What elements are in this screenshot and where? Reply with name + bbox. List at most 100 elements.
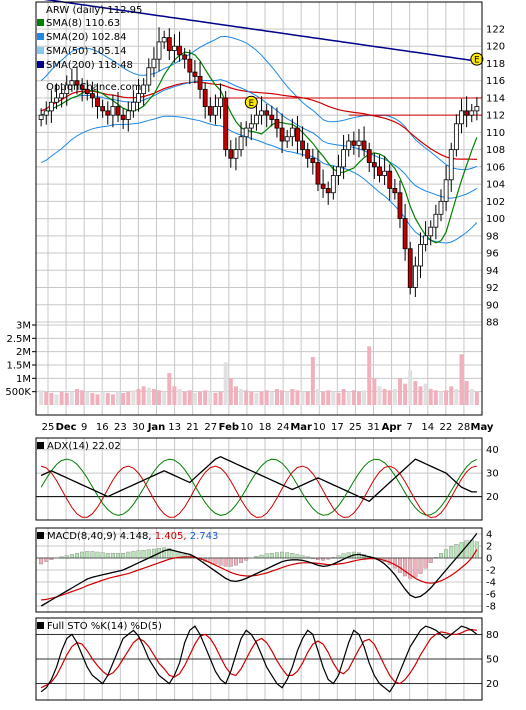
- macd-histogram-bar: [300, 555, 305, 559]
- volume-bar: [126, 391, 131, 405]
- volume-bar: [69, 391, 74, 405]
- price-tick-label: 92: [486, 283, 499, 294]
- candle-body: [346, 140, 352, 151]
- candle-body: [79, 84, 85, 90]
- candle-body: [187, 58, 193, 73]
- sma8-line: [40, 51, 478, 244]
- volume-bar: [233, 386, 238, 405]
- volume-bar: [449, 386, 454, 405]
- volume-bar: [341, 389, 346, 405]
- volume-bar: [182, 391, 187, 405]
- volume-bar: [172, 386, 177, 405]
- candle-body: [54, 97, 59, 103]
- candle-body: [64, 84, 70, 95]
- indicator-tick-label: 50: [486, 655, 499, 666]
- candle-body: [228, 149, 234, 159]
- date-label: 18: [259, 422, 272, 433]
- volume-bar: [239, 389, 244, 405]
- volume-bar: [469, 389, 474, 405]
- volume-bar: [310, 357, 315, 405]
- volume-bar: [351, 390, 356, 405]
- macd-histogram-bar: [392, 557, 397, 569]
- macd-histogram-bar: [136, 550, 141, 559]
- volume-bar: [187, 390, 192, 405]
- volume-bar: [203, 390, 208, 405]
- macd-histogram-bar: [126, 551, 131, 559]
- adx-frame: [35, 437, 483, 521]
- candle-body: [300, 140, 305, 151]
- macd-histogram-bar: [341, 553, 346, 559]
- candle-body: [182, 54, 188, 60]
- date-label: 28: [458, 422, 471, 433]
- macd-histogram-bar: [110, 553, 115, 559]
- volume-bar: [167, 373, 172, 405]
- volume-bar: [274, 389, 279, 405]
- macd-histogram-bar: [233, 557, 238, 566]
- macd-histogram-bar: [64, 555, 69, 559]
- volume-bar: [100, 391, 105, 405]
- lower-band: [40, 115, 478, 244]
- candle-body: [407, 248, 413, 288]
- candle-body: [233, 149, 239, 159]
- candle-body: [269, 114, 275, 120]
- minus-di-line: [40, 465, 478, 519]
- sma200-label: SMA(200) 118.48: [46, 60, 133, 71]
- volume-bar: [116, 391, 121, 405]
- volume-bar: [428, 389, 433, 405]
- date-label: 21: [186, 422, 199, 433]
- macd-histogram-bar: [39, 557, 44, 565]
- candle-body: [89, 93, 95, 99]
- volume-bar: [146, 387, 151, 405]
- volume-bar: [95, 394, 100, 405]
- volume-axis: 500K 1M 1.5M 2M 2.5M 3M: [5, 321, 31, 399]
- volume-bar: [362, 390, 367, 405]
- date-label: Apr: [382, 422, 402, 433]
- indicator-tick-label: -4: [486, 578, 496, 589]
- macd-histogram-bar: [172, 550, 177, 559]
- macd-histogram-bar: [423, 557, 428, 569]
- macd-histogram-bar: [75, 553, 79, 559]
- candle-body: [213, 106, 218, 116]
- sma20-line: [40, 79, 478, 199]
- volume-tick-label: 2M: [16, 347, 31, 358]
- candle-body: [295, 127, 300, 142]
- candle-body: [38, 114, 44, 120]
- indicator-tick-label: 80: [486, 630, 499, 641]
- adx-line: [40, 455, 477, 503]
- price-tick-label: 120: [486, 42, 505, 53]
- candle-body: [428, 226, 434, 237]
- candle-body: [438, 200, 444, 215]
- indicator-tick-label: 20: [486, 679, 499, 690]
- volume-tick-label: 1M: [16, 374, 31, 385]
- volume-bar: [413, 381, 418, 405]
- volume-bar: [438, 391, 443, 405]
- volume-bar: [90, 393, 95, 405]
- sma50-swatch: [37, 47, 44, 54]
- macd-histogram-bar: [264, 553, 269, 559]
- macd-histogram-bar: [464, 540, 469, 559]
- volume-bar: [192, 393, 197, 405]
- macd-histogram-bar: [403, 557, 408, 577]
- volume-bar: [464, 381, 469, 405]
- volume-bar: [418, 386, 423, 405]
- sto-legend: Full STO %K(14) %D(5): [37, 621, 162, 632]
- price-tick-label: 106: [486, 162, 505, 173]
- macd-histogram-bar: [336, 555, 341, 559]
- macd-histogram-bar: [121, 553, 126, 559]
- price-tick-label: 112: [486, 111, 505, 122]
- candle-body: [238, 136, 244, 151]
- volume-bar: [228, 378, 233, 405]
- macd-value-red: 1.405,: [155, 531, 187, 542]
- candle-body: [43, 110, 49, 116]
- macd-histogram-bar: [418, 557, 423, 574]
- macd-histogram-bar: [280, 551, 285, 559]
- volume-bar: [444, 390, 449, 405]
- volume-bar: [110, 394, 115, 405]
- macd-histogram-bar: [116, 553, 120, 559]
- price-tick-label: 94: [486, 266, 499, 277]
- date-label: 9: [81, 422, 87, 433]
- candle-body: [418, 244, 423, 267]
- candle-body: [207, 106, 213, 116]
- date-label: 25: [42, 422, 55, 433]
